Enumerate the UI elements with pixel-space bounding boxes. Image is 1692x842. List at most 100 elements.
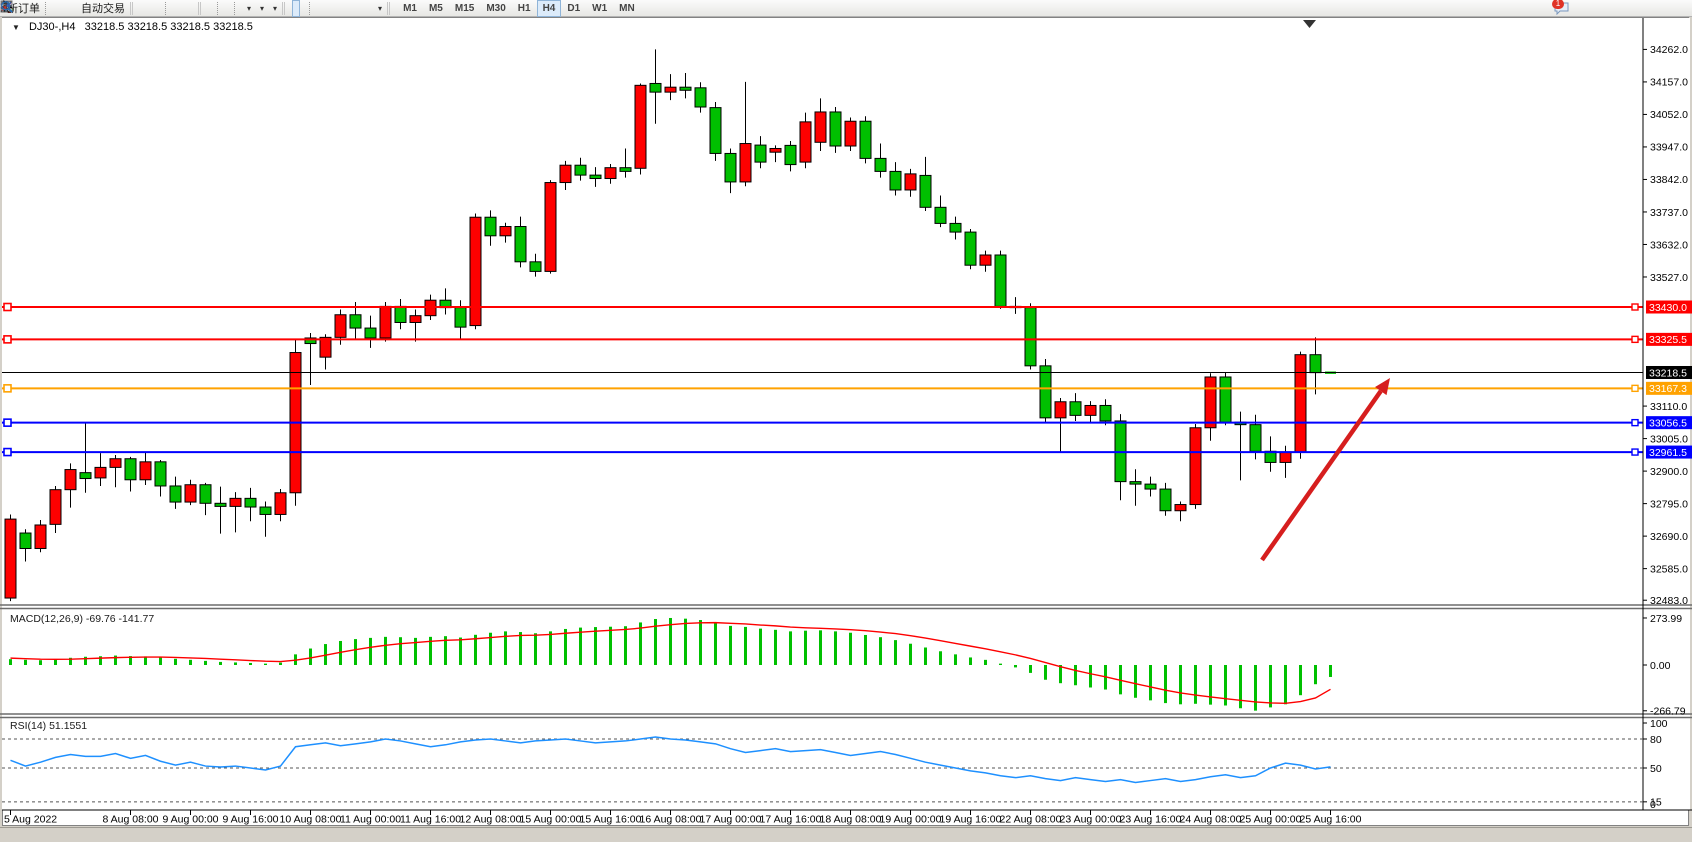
toolbar-separator [309,1,314,15]
search-button[interactable] [1,0,1553,17]
timeframe-mn-button[interactable]: MN [619,2,635,14]
toolbar-grip [387,1,394,15]
timeframe-m15-button[interactable]: M15 [454,2,475,14]
candle [364,327,377,339]
time-axis-label: 23 Aug 00:00 [1060,814,1122,826]
text-tool-button[interactable]: A [3,0,365,17]
macd-histogram-bar [204,660,207,665]
price-badge-label: 33325.5 [1649,334,1687,346]
macd-histogram-bar [54,659,57,665]
chat-button[interactable]: 1 [1552,0,1569,17]
arrows-tool-button[interactable]: ▾ [1,0,386,17]
chart-shift-marker-icon[interactable] [1303,20,1316,28]
hline-handle-left[interactable] [3,418,12,427]
time-axis-label: 5 Aug 2022 [4,814,57,826]
price-badge-label: 33167.3 [1649,383,1687,395]
macd-histogram-bar [384,636,387,665]
candle [409,315,422,323]
macd-histogram-bar [699,620,702,665]
candle [694,87,707,108]
timeframe-w1-button[interactable]: W1 [592,2,608,14]
hline-handle-right[interactable] [1631,448,1639,456]
candle [964,231,977,266]
macd-histogram-bar [414,637,417,665]
macd-histogram-bar [444,636,447,665]
time-axis-label: 25 Aug 00:00 [1240,814,1302,826]
hline-handle-left[interactable] [3,384,12,393]
macd-histogram-bar [1224,665,1227,706]
macd-histogram-bar [249,662,252,665]
candle [169,485,182,503]
price-badge [1646,416,1692,430]
candle [1204,376,1217,429]
title-collapse-icon[interactable]: ▼ [12,23,20,32]
hline-handle-right[interactable] [1631,418,1639,427]
time-axis-label: 19 Aug 16:00 [940,814,1002,826]
hline-handle-left[interactable] [3,447,12,457]
timeframe-m1-button[interactable]: M1 [403,2,417,14]
macd-histogram-bar [369,637,372,665]
timeframe-d1-button[interactable]: D1 [567,2,581,14]
candle [889,170,902,191]
time-axis-label: 11 Aug 00:00 [340,814,401,826]
trend-arrow-shaft[interactable] [1260,389,1383,562]
hline-handle-left[interactable] [3,335,12,344]
macd-histogram-bar [999,663,1002,665]
macd-histogram-bar [609,626,612,665]
timeframe-m30-button[interactable]: M30 [486,2,506,14]
macd-histogram-bar [684,618,687,665]
macd-histogram-bar [159,657,162,665]
price-tick-label: 34262.0 [1650,44,1688,56]
candle [214,502,227,507]
timeframe-h4-button[interactable]: H4 [536,0,562,17]
macd-histogram-bar [744,626,747,665]
price-tick-label: 32585.0 [1650,563,1688,575]
candle [859,120,872,159]
chart-plot-area[interactable] [2,18,1690,810]
macd-histogram-bar [1179,665,1182,705]
macd-histogram-bar [399,637,402,665]
macd-histogram-bar [774,629,777,665]
rsi-tick-label: 0 [1650,799,1656,811]
time-axis-label: 17 Aug 16:00 [760,814,822,826]
time-axis-label: 10 Aug 08:00 [280,814,342,826]
candle [1189,427,1202,506]
macd-histogram-bar [459,637,462,665]
candle [469,216,482,327]
macd-histogram-bar [24,659,27,665]
candle [844,120,857,147]
toolbar-grip [198,1,205,15]
timeframe-m5-button[interactable]: M5 [428,2,443,14]
rsi-line [10,736,1331,784]
time-axis-label: 8 Aug 08:00 [102,814,158,826]
candle [34,524,47,550]
candle [1054,401,1067,419]
hline-handle-right[interactable] [1631,384,1639,393]
macd-histogram-bar [1074,665,1077,686]
timeframe-h1-button[interactable]: H1 [517,2,531,14]
toolbar-separator [234,1,239,15]
time-axis-label: 16 Aug 08:00 [640,814,702,826]
time-axis-label: 9 Aug 16:00 [222,814,278,826]
macd-histogram-bar [1299,665,1302,696]
hline-handle-right[interactable] [1631,335,1639,344]
macd-histogram-bar [984,659,987,665]
macd-histogram-bar [84,656,87,665]
periods-dropdown-icon: ▾ [260,3,265,13]
hline-handle-right[interactable] [1631,303,1639,311]
candle [49,489,62,525]
autotrading-label: 自动交易 [81,3,125,15]
arrows-icon [1,2,12,11]
candle [1294,354,1307,453]
svg-text:A: A [3,2,11,13]
macd-histogram-bar [1209,665,1212,705]
search-icon [1,1,13,13]
hline-handle-left[interactable] [3,302,12,312]
candle [814,111,827,143]
macd-tick-label: 273.99 [1650,613,1682,625]
trend-arrow-head[interactable] [1375,378,1390,396]
toolbar-separator [217,1,222,15]
macd-histogram-bar [144,656,147,665]
rsi-tick-label: 100 [1650,718,1668,730]
